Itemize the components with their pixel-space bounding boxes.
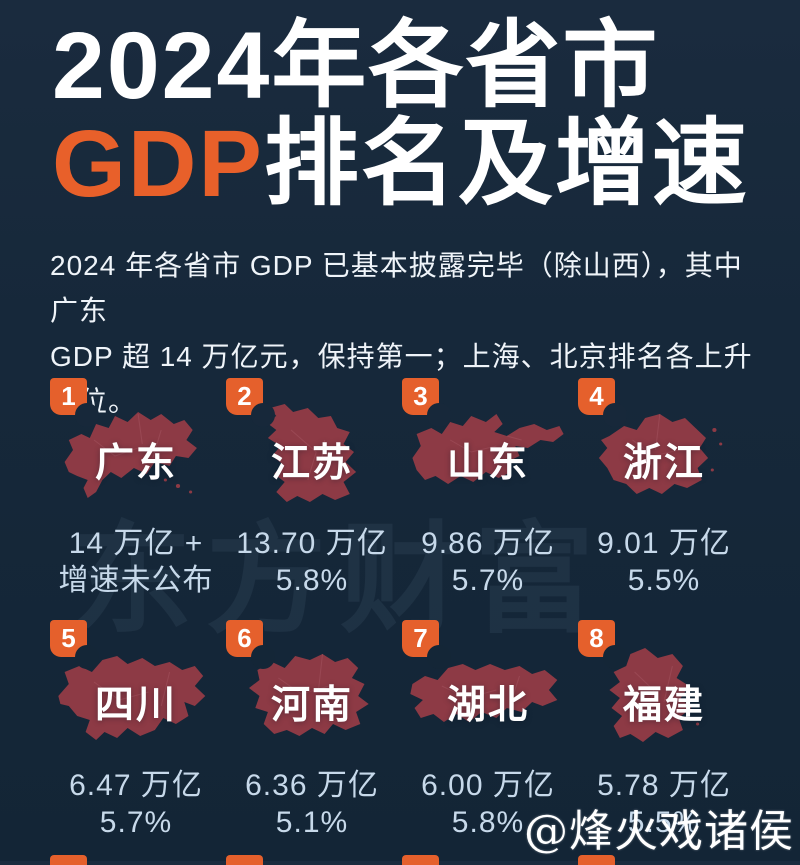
growth-value: 5.5% — [627, 563, 701, 597]
title-line-2: GDP排名及增速 — [52, 115, 749, 214]
next-row-rank-badge — [50, 855, 87, 865]
map-shape-henan — [249, 653, 369, 736]
map-shape-zhejiang — [598, 413, 723, 494]
title-line-2-rest: 排名及增速 — [263, 110, 749, 217]
province-values: 14 万亿 + 增速未公布 — [48, 526, 224, 599]
growth-value: 5.7% — [451, 563, 525, 597]
rank-badge: 1 — [50, 378, 99, 427]
province-values: 9.86 万亿 5.7% — [400, 526, 576, 599]
rank-badge: 5 — [50, 620, 99, 669]
province-card-grid: 1 广东 14 万亿 + 增速未公布 2 江苏 13.70 万亿 5.8% — [48, 376, 752, 860]
next-row-rank-badge — [402, 855, 439, 865]
province-name: 浙江 — [622, 442, 705, 485]
gdp-value: 6.47 万亿 — [69, 769, 203, 802]
gdp-value: 5.78 万亿 — [597, 769, 731, 802]
rank-badge: 2 — [226, 378, 275, 427]
poster-subtitle: 2024 年各省市 GDP 已基本披露完毕（除山西），其中广东 GDP 超 14… — [50, 243, 765, 424]
gdp-value: 9.01 万亿 — [597, 527, 731, 560]
map-shape-sichuan — [58, 656, 206, 740]
province-name: 广东 — [94, 442, 177, 485]
rank-badge: 8 — [578, 620, 627, 669]
map-shape-guangdong — [64, 412, 197, 498]
growth-value: 5.8% — [451, 805, 525, 839]
growth-value: 5.8% — [275, 563, 349, 597]
province-card-sichuan: 5 四川 6.47 万亿 5.7% — [48, 618, 224, 860]
rank-badge: 6 — [226, 620, 275, 669]
province-card-hubei: 7 湖北 6.00 万亿 5.8% — [400, 618, 576, 860]
map-shape-hubei — [410, 664, 558, 722]
province-card-guangdong: 1 广东 14 万亿 + 增速未公布 — [48, 376, 224, 618]
province-card-zhejiang: 4 浙江 9.01 万亿 5.5% — [576, 376, 752, 618]
gdp-value: 6.36 万亿 — [245, 769, 379, 802]
next-row-rank-badge — [578, 855, 615, 865]
title-gdp-accent: GDP — [52, 110, 264, 217]
growth-value: 5.1% — [275, 805, 349, 839]
province-name: 四川 — [94, 684, 177, 727]
gdp-value: 14 万亿 + — [68, 527, 204, 560]
province-values: 9.01 万亿 5.5% — [576, 526, 752, 599]
province-card-shandong: 3 山东 9.86 万亿 5.7% — [400, 376, 576, 618]
rank-badge: 7 — [402, 620, 451, 669]
province-name: 江苏 — [270, 442, 353, 485]
subtitle-line-2: GDP 超 14 万亿元，保持第一；上海、北京排名各上升一位。 — [50, 340, 753, 418]
province-values: 6.36 万亿 5.1% — [224, 768, 400, 841]
gdp-value: 6.00 万亿 — [421, 769, 555, 802]
rank-badge: 4 — [578, 378, 627, 427]
province-card-jiangsu: 2 江苏 13.70 万亿 5.8% — [224, 376, 400, 618]
gdp-value: 13.70 万亿 — [236, 527, 388, 560]
subtitle-line-1: 2024 年各省市 GDP 已基本披露完毕（除山西），其中广东 — [50, 250, 743, 327]
province-name: 湖北 — [446, 684, 529, 727]
province-name: 山东 — [446, 442, 529, 485]
next-row-rank-badge — [226, 855, 263, 865]
growth-value: 5.5% — [627, 805, 701, 839]
title-line-1: 2024年各省市 — [52, 13, 660, 119]
province-values: 13.70 万亿 5.8% — [224, 526, 400, 599]
province-values: 6.00 万亿 5.8% — [400, 768, 576, 841]
rank-badge: 3 — [402, 378, 451, 427]
province-card-fujian: 8 福建 5.78 万亿 5.5% — [576, 618, 752, 860]
growth-value: 5.7% — [99, 805, 173, 839]
map-shape-jiangsu — [265, 404, 357, 502]
author-watermark: @烽火戏诸侯 — [524, 806, 794, 857]
growth-value: 增速未公布 — [58, 563, 214, 597]
map-shape-fujian — [609, 648, 700, 742]
province-values: 5.78 万亿 5.5% — [576, 768, 752, 841]
province-name: 河南 — [270, 684, 353, 727]
province-name: 福建 — [622, 684, 705, 727]
province-values: 6.47 万亿 5.7% — [48, 768, 224, 841]
map-shape-shandong — [412, 414, 564, 484]
gdp-value: 9.86 万亿 — [421, 527, 555, 560]
province-card-henan: 6 河南 6.36 万亿 5.1% — [224, 618, 400, 860]
poster-title: 2024年各省市 GDP排名及增速 — [52, 13, 749, 214]
